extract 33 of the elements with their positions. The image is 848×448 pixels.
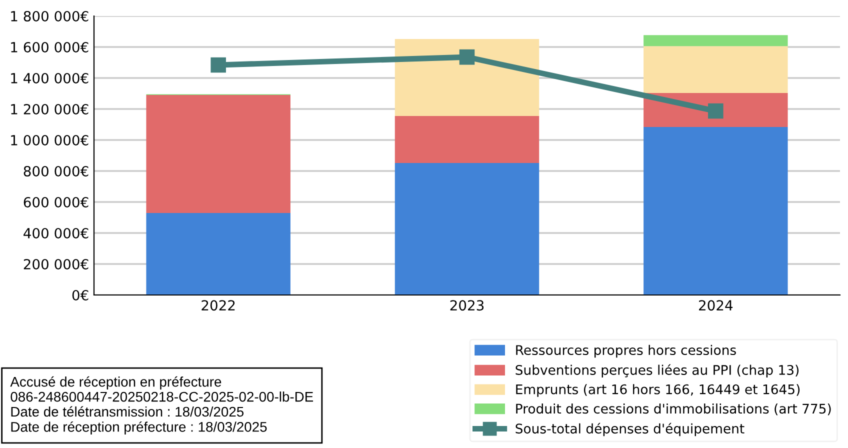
bar: [644, 46, 788, 94]
bar: [146, 95, 290, 214]
legend-label: Sous-total dépenses d'équipement: [516, 422, 744, 436]
text: Date de réception préfecture : 18/03/2025: [11, 421, 267, 435]
y-tick-label: 1 800 000€: [11, 10, 88, 22]
point: [459, 49, 475, 65]
point: [210, 57, 226, 73]
y-tick-label: 200 000€: [24, 258, 88, 270]
y-tick-label: 800 000€: [24, 166, 88, 176]
x-tick-label: 2024: [699, 300, 733, 311]
legend-label: Emprunts (art 16 hors 166, 16449 et 1645): [516, 384, 800, 397]
y-tick-label: 0€: [72, 290, 88, 300]
bar: [394, 162, 540, 295]
y-tick-label: 400 000€: [24, 228, 88, 238]
point: [708, 103, 724, 119]
bar: [644, 35, 788, 46]
text: 086-248600447-20250218-CC-2025-02-00-lb-DE: [10, 391, 314, 402]
y-tick-label: 1 000 000€: [11, 134, 88, 146]
bar: [394, 116, 540, 163]
x-tick-label: 2022: [202, 300, 235, 311]
x-tick-label: 2023: [450, 300, 484, 311]
bar: [146, 213, 290, 295]
legend-label: Produit des cessions d'immobilisations (art 775): [516, 403, 831, 416]
text: Date de télétransmission : 18/03/2025: [11, 406, 244, 417]
text: Accusé de réception en préfecture: [10, 376, 222, 390]
y-tick-label: 1 200 000€: [11, 104, 88, 114]
legend-label: Ressources propres hors cessions: [516, 344, 736, 358]
bar: [394, 38, 540, 116]
y-tick-label: 1 400 000€: [11, 72, 88, 84]
bar: [644, 126, 788, 295]
legend-label: Subventions perçues liées au PPI (chap 13): [516, 364, 799, 378]
y-tick-label: 1 600 000€: [11, 42, 88, 52]
y-tick-label: 600 000€: [24, 196, 88, 208]
